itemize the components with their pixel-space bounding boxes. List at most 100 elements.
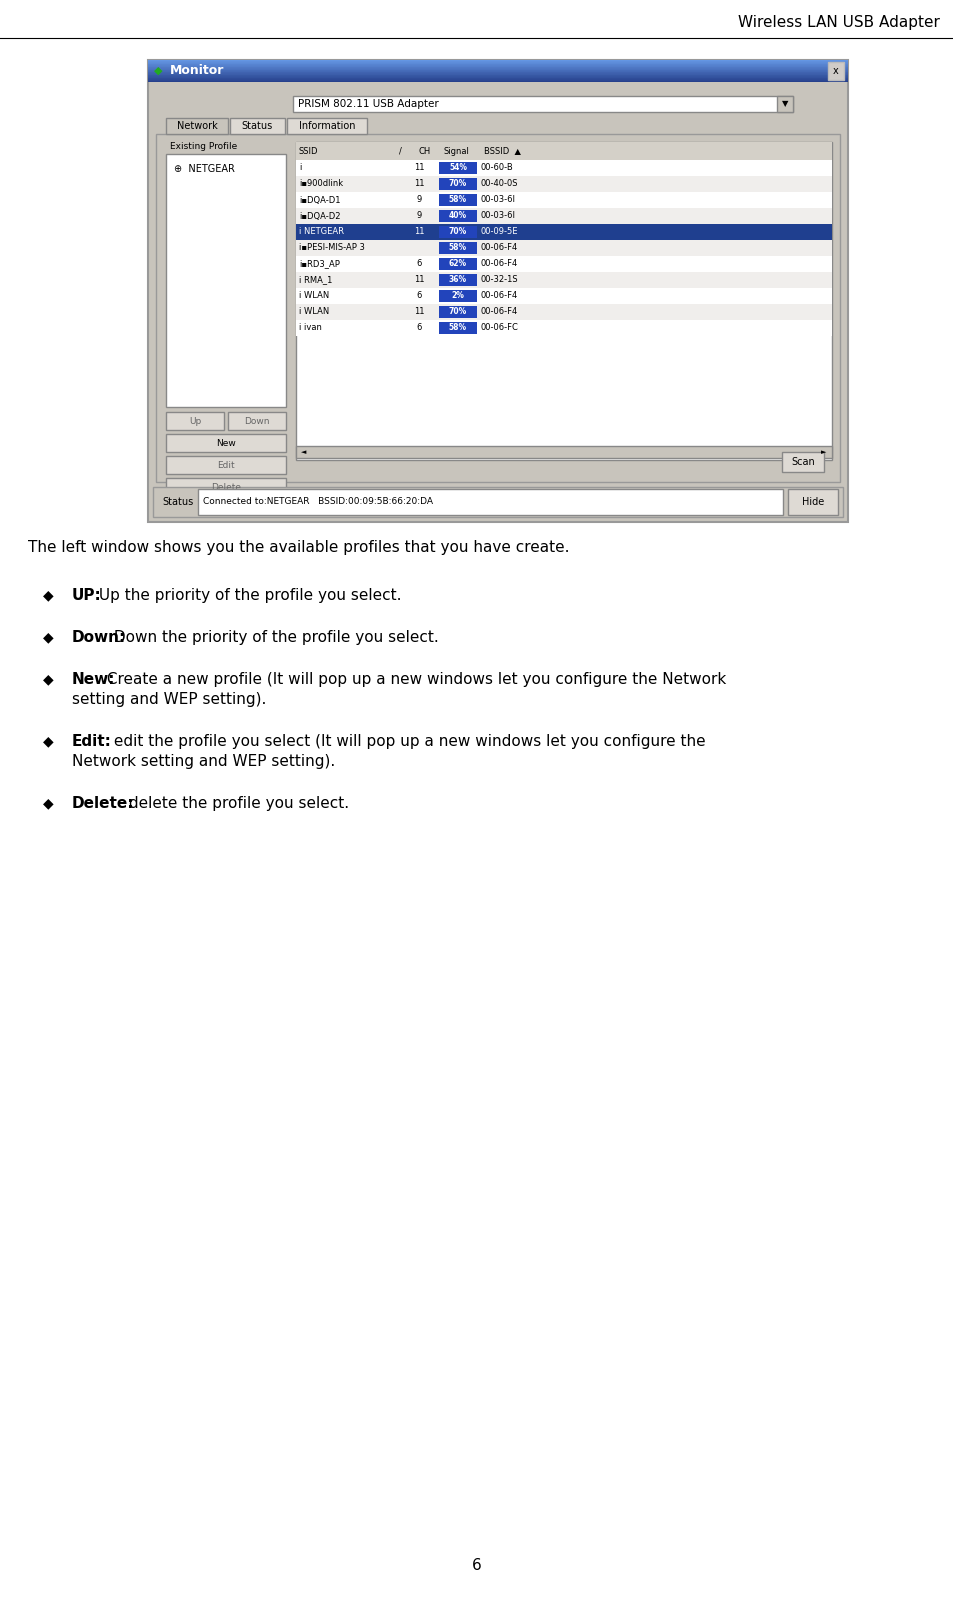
Text: ◆: ◆: [43, 672, 53, 687]
Text: i: i: [298, 163, 301, 172]
Bar: [166, 412, 224, 430]
Text: i▪DQA-D1: i▪DQA-D1: [298, 195, 340, 204]
Bar: [295, 319, 831, 335]
Text: 11: 11: [414, 308, 424, 316]
Text: 6: 6: [416, 259, 421, 268]
Bar: [438, 193, 476, 206]
Text: i▪RD3_AP: i▪RD3_AP: [298, 259, 339, 268]
Bar: [827, 62, 843, 80]
Text: 11: 11: [414, 227, 424, 236]
Text: Hide: Hide: [801, 497, 823, 506]
Text: i RMA_1: i RMA_1: [298, 276, 332, 284]
Text: 9: 9: [416, 195, 421, 204]
Text: 00-03-6I: 00-03-6I: [480, 195, 516, 204]
Text: Wireless LAN USB Adapter: Wireless LAN USB Adapter: [738, 14, 939, 29]
Text: ▼: ▼: [781, 99, 787, 109]
Text: Connected to:NETGEAR   BSSID:00:09:5B:66:20:DA: Connected to:NETGEAR BSSID:00:09:5B:66:2…: [203, 498, 433, 506]
Text: delete the profile you select.: delete the profile you select.: [125, 795, 349, 811]
Bar: [438, 291, 476, 302]
Text: edit the profile you select (It will pop up a new windows let you configure the: edit the profile you select (It will pop…: [110, 735, 705, 749]
Text: The left window shows you the available profiles that you have create.: The left window shows you the available …: [28, 540, 569, 556]
Text: Edit:: Edit:: [71, 735, 112, 749]
Bar: [295, 287, 831, 303]
Text: 00-60-B: 00-60-B: [480, 163, 514, 172]
Text: Network: Network: [176, 121, 217, 131]
Text: New:: New:: [71, 672, 115, 687]
Text: SSID: SSID: [298, 147, 318, 155]
Text: CH: CH: [418, 147, 431, 155]
Text: ◆: ◆: [153, 65, 162, 77]
Text: 40%: 40%: [449, 211, 467, 220]
Text: 00-06-F4: 00-06-F4: [480, 259, 517, 268]
Text: Status: Status: [242, 121, 273, 131]
Text: i▪PESI-MIS-AP 3: i▪PESI-MIS-AP 3: [298, 243, 364, 252]
Text: Delete:: Delete:: [71, 795, 134, 811]
Text: ◆: ◆: [43, 629, 53, 644]
Bar: [776, 96, 792, 112]
Bar: [438, 275, 476, 286]
Text: 70%: 70%: [449, 227, 467, 236]
Text: ◆: ◆: [43, 588, 53, 602]
Text: Monitor: Monitor: [170, 64, 224, 78]
Bar: [166, 153, 286, 407]
Text: setting and WEP setting).: setting and WEP setting).: [71, 692, 266, 707]
Text: 00-32-1S: 00-32-1S: [480, 276, 518, 284]
Bar: [228, 412, 286, 430]
Bar: [166, 118, 228, 134]
Text: ►: ►: [821, 449, 826, 455]
Text: 11: 11: [414, 179, 424, 188]
Bar: [295, 446, 831, 458]
Text: 36%: 36%: [449, 276, 467, 284]
Text: i WLAN: i WLAN: [298, 292, 329, 300]
Text: Status: Status: [162, 497, 193, 506]
Bar: [438, 307, 476, 318]
Text: BSSID  ▲: BSSID ▲: [483, 147, 520, 155]
Bar: [295, 160, 831, 176]
Text: Create a new profile (It will pop up a new windows let you configure the Network: Create a new profile (It will pop up a n…: [102, 672, 725, 687]
Text: 6: 6: [416, 324, 421, 332]
Text: PRISM 802.11 USB Adapter: PRISM 802.11 USB Adapter: [297, 99, 438, 109]
Text: UP:: UP:: [71, 588, 102, 604]
Bar: [438, 243, 476, 254]
Text: 00-09-5E: 00-09-5E: [480, 227, 518, 236]
Bar: [295, 256, 831, 271]
Text: ◆: ◆: [43, 795, 53, 810]
Text: Up: Up: [189, 417, 201, 425]
Text: 70%: 70%: [449, 308, 467, 316]
Text: Network setting and WEP setting).: Network setting and WEP setting).: [71, 754, 335, 770]
Bar: [438, 161, 476, 174]
Bar: [438, 323, 476, 334]
Text: 6: 6: [472, 1557, 481, 1573]
Text: 6: 6: [416, 292, 421, 300]
Text: 00-03-6I: 00-03-6I: [480, 211, 516, 220]
Text: Down the priority of the profile you select.: Down the priority of the profile you sel…: [110, 629, 438, 645]
Bar: [438, 259, 476, 270]
Bar: [787, 489, 837, 514]
Text: i WLAN: i WLAN: [298, 308, 329, 316]
Text: 70%: 70%: [449, 179, 467, 188]
Bar: [438, 209, 476, 222]
Text: 11: 11: [414, 276, 424, 284]
Text: i▪900dlink: i▪900dlink: [298, 179, 343, 188]
Text: 58%: 58%: [449, 324, 467, 332]
Text: New: New: [216, 439, 235, 447]
Bar: [148, 61, 847, 522]
Text: 00-06-FC: 00-06-FC: [480, 324, 518, 332]
Text: x: x: [832, 65, 838, 77]
Text: i NETGEAR: i NETGEAR: [298, 227, 344, 236]
Bar: [166, 434, 286, 452]
Text: ⊕  NETGEAR: ⊕ NETGEAR: [173, 164, 234, 174]
Text: Down:: Down:: [71, 629, 126, 645]
Bar: [295, 303, 831, 319]
Bar: [166, 478, 286, 497]
Text: i ivan: i ivan: [298, 324, 321, 332]
Bar: [295, 176, 831, 192]
Text: Edit: Edit: [217, 460, 234, 470]
Text: i▪DQA-D2: i▪DQA-D2: [298, 211, 340, 220]
Text: 00-06-F4: 00-06-F4: [480, 243, 517, 252]
Text: Information: Information: [298, 121, 355, 131]
Text: Up the priority of the profile you select.: Up the priority of the profile you selec…: [94, 588, 401, 604]
Bar: [438, 227, 476, 238]
Text: 9: 9: [416, 211, 421, 220]
Bar: [152, 487, 842, 517]
